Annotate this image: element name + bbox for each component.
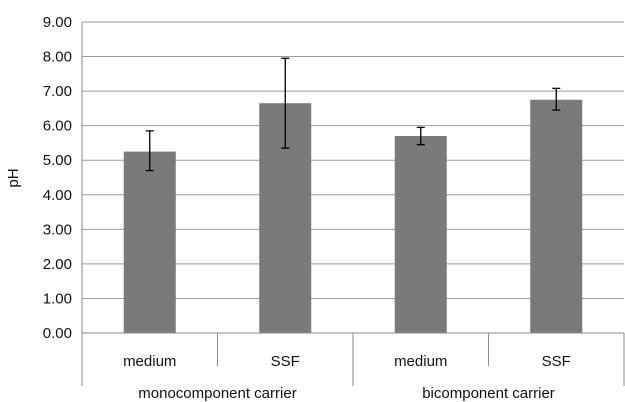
y-tick-labels: 0.00 1.00 2.00 3.00 4.00 5.00 6.00 7.00 8.00 9.00: [43, 14, 72, 342]
y-tick-label: 9.00: [43, 14, 72, 31]
y-tick-label: 7.00: [43, 83, 72, 100]
y-tick-label: 2.00: [43, 256, 72, 273]
bar: [394, 136, 447, 333]
y-tick-label: 0.00: [43, 325, 72, 342]
x-category-labels: medium SSF medium SSF monocomponent carrier b…: [123, 353, 571, 402]
y-tick-label: 6.00: [43, 118, 72, 135]
y-tick-label: 5.00: [43, 152, 72, 169]
bar: [123, 151, 176, 333]
category-label: SSF: [542, 353, 571, 370]
category-label: medium: [123, 353, 176, 370]
y-tick-label: 8.00: [43, 49, 72, 66]
group-label: monocomponent carrier: [138, 385, 296, 402]
y-tick-label: 1.00: [43, 290, 72, 307]
group-label: bicomponent carrier: [422, 385, 555, 402]
axes: [81, 22, 625, 386]
category-label: medium: [394, 353, 447, 370]
category-label: SSF: [271, 353, 300, 370]
y-tick-label: 3.00: [43, 221, 72, 238]
bars: [123, 99, 583, 333]
error-bars: [145, 57, 561, 172]
bar: [530, 99, 583, 333]
y-axis-title: pH: [5, 168, 22, 187]
y-tick-label: 4.00: [43, 187, 72, 204]
